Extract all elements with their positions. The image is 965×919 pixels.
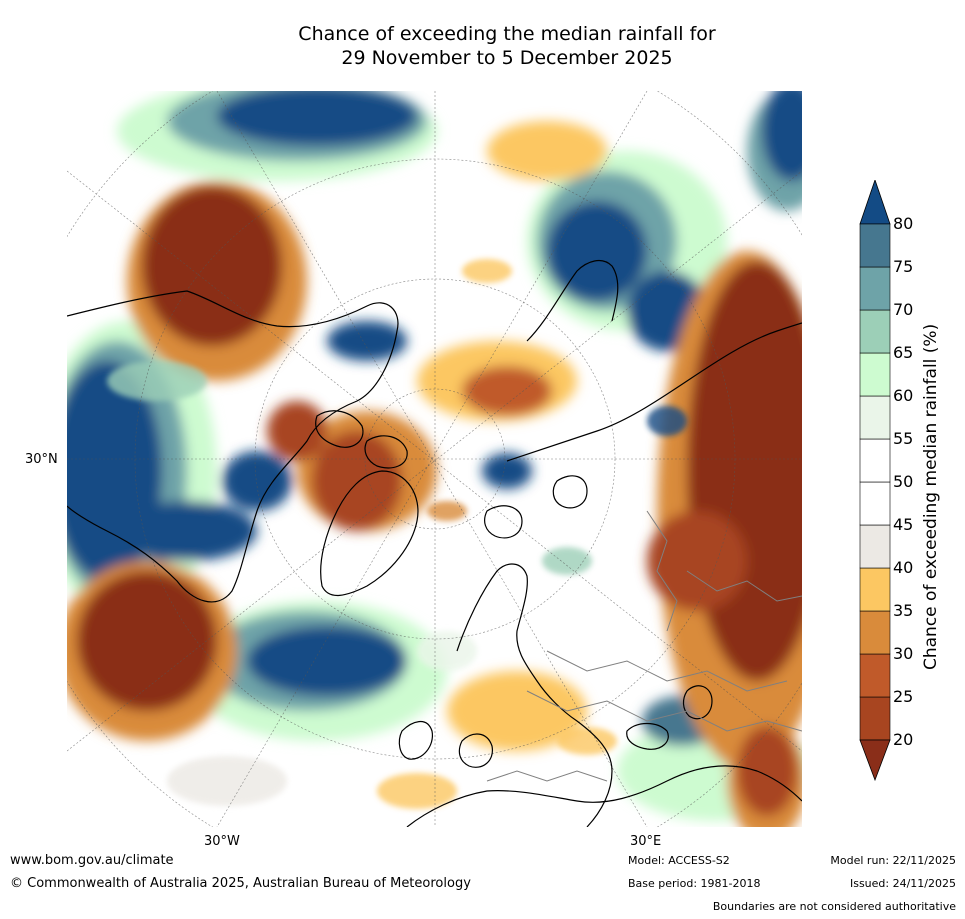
colorbar-tick-45: 45	[893, 515, 914, 534]
colorbar-segments	[859, 180, 891, 782]
colorbar-segment-35_40	[859, 567, 891, 612]
chart-title: Chance of exceeding the median rainfall …	[0, 22, 965, 70]
colorbar-extend-high	[859, 180, 891, 225]
colorbar-tick-70: 70	[893, 300, 914, 319]
country-borders	[486, 510, 802, 782]
graticule	[67, 91, 802, 827]
colorbar-tick-25: 25	[893, 687, 914, 706]
colorbar-segment-50_55	[859, 438, 891, 483]
title-line-1: Chance of exceeding the median rainfall …	[298, 23, 716, 45]
rainfall-anomaly-fields	[67, 91, 802, 827]
colorbar-segment-30_35	[859, 610, 891, 655]
colorbar-tick-40: 40	[893, 558, 914, 577]
website-link[interactable]: www.bom.gov.au/climate	[10, 853, 174, 868]
colorbar-tick-35: 35	[893, 601, 914, 620]
colorbar	[859, 180, 891, 782]
copyright-text: © Commonwealth of Australia 2025, Austra…	[10, 876, 471, 891]
colorbar-tick-65: 65	[893, 343, 914, 362]
colorbar-tick-80: 80	[893, 214, 914, 233]
issued-date: Issued: 24/11/2025	[849, 877, 956, 890]
colorbar-tick-50: 50	[893, 472, 914, 491]
lon-label-30w: 30°W	[204, 834, 240, 849]
colorbar-segment-65_70	[859, 309, 891, 354]
rainfall-map-svg	[67, 91, 802, 827]
colorbar-label: Chance of exceeding median rainfall (%)	[921, 323, 941, 670]
base-period: Base period: 1981-2018	[628, 877, 761, 890]
colorbar-segment-75_80	[859, 223, 891, 268]
rainfall-speckle	[107, 259, 687, 809]
colorbar-segment-20_25	[859, 696, 891, 741]
colorbar-segment-55_60	[859, 395, 891, 440]
lon-label-30e: 30°E	[630, 834, 662, 849]
colorbar-tick-75: 75	[893, 257, 914, 276]
boundaries-disclaimer: Boundaries are not considered authoritat…	[712, 900, 956, 913]
colorbar-segment-45_50	[859, 481, 891, 526]
colorbar-tick-20: 20	[893, 730, 914, 749]
colorbar-tick-55: 55	[893, 429, 914, 448]
title-line-2: 29 November to 5 December 2025	[341, 47, 673, 69]
colorbar-segment-25_30	[859, 653, 891, 698]
colorbar-segment-70_75	[859, 266, 891, 311]
colorbar-tick-30: 30	[893, 644, 914, 663]
colorbar-segment-40_45	[859, 524, 891, 569]
coastlines	[67, 259, 802, 827]
colorbar-tick-60: 60	[893, 386, 914, 405]
model-run-date: Model run: 22/11/2025	[830, 854, 956, 867]
model-name: Model: ACCESS-S2	[628, 854, 730, 867]
colorbar-extend-low	[859, 739, 891, 782]
lat-label-30n: 30°N	[25, 452, 58, 467]
colorbar-segment-60_65	[859, 352, 891, 397]
rainfall-map	[67, 91, 802, 827]
